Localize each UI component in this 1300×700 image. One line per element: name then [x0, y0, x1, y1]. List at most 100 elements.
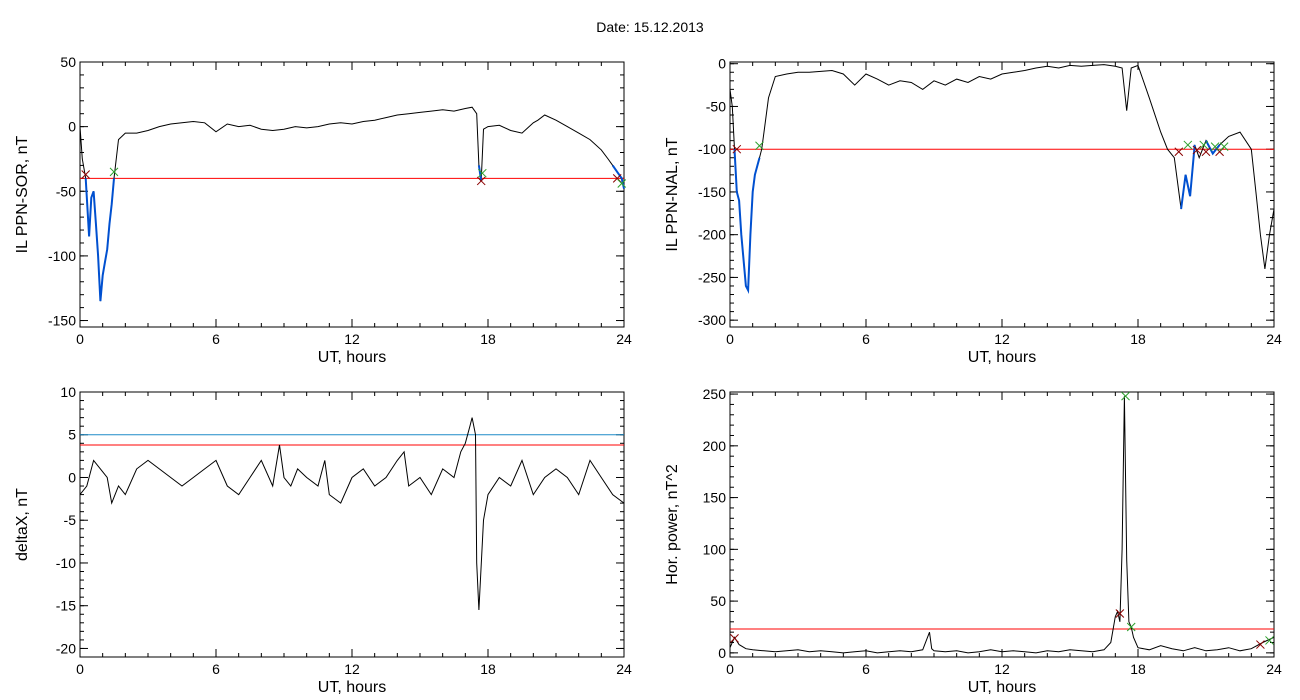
event-start-marker	[1201, 147, 1211, 157]
highlight-segment	[477, 165, 483, 182]
event-start-marker-stroke	[732, 144, 742, 154]
x-tick-label: 0	[76, 661, 84, 677]
x-tick-label: 12	[344, 661, 360, 677]
event-end-marker-stroke	[1183, 140, 1193, 150]
x-tick-label: 18	[480, 661, 496, 677]
y-tick-label: 50	[60, 54, 76, 70]
x-tick-label: 18	[1130, 331, 1146, 347]
event-start-marker-stroke	[81, 170, 91, 179]
x-tick-label: 12	[994, 661, 1010, 677]
event-start-marker	[1256, 640, 1265, 649]
chart-panel-1: 0 6 12 18 24 -150 -100 -50 0 50 UT, hours IL PPN-SO…	[14, 54, 632, 366]
event-start-marker-stroke	[1115, 609, 1125, 618]
event-end-marker-stroke	[755, 141, 764, 151]
event-end-marker	[1219, 142, 1229, 151]
series-line	[729, 396, 1275, 654]
y-tick-label: -100	[48, 248, 76, 264]
event-end-marker-stroke	[477, 168, 487, 178]
event-start-marker	[81, 170, 91, 179]
event-start-marker-stroke	[476, 176, 486, 186]
x-axis-label: UT, hours	[318, 679, 386, 696]
y-tick-label: 0	[68, 119, 76, 135]
y-tick-label: -200	[698, 227, 726, 243]
chart-panel-3: 0 6 12 18 24 -20 -15 -10 -5 0 5 10 UT, hours deltaX, …	[14, 384, 632, 696]
event-end-marker	[1199, 140, 1209, 150]
event-end-marker-stroke	[617, 179, 627, 188]
y-axis-label: IL PPN-NAL, nT	[664, 137, 681, 251]
x-tick-label: 12	[994, 331, 1010, 347]
chart-panel-4: 0 6 12 18 24 0 50 100 150 200 250 UT, hours Hor. pow…	[664, 386, 1282, 696]
event-end-marker	[477, 168, 487, 178]
event-start-marker	[1192, 145, 1202, 155]
series-line	[79, 106, 625, 302]
x-tick-label: 0	[726, 331, 734, 347]
x-tick-label: 0	[76, 331, 84, 347]
event-start-marker-stroke	[1256, 640, 1265, 649]
x-tick-label: 6	[862, 331, 870, 347]
plot-frame	[729, 61, 1275, 328]
date-title: Date: 15.12.2013	[596, 19, 704, 35]
event-start-marker-stroke	[1201, 147, 1211, 157]
event-start-marker-stroke	[1174, 147, 1184, 157]
y-tick-label: 0	[718, 645, 726, 661]
y-tick-label: 100	[703, 541, 727, 557]
plot-frame	[79, 391, 625, 658]
y-tick-label: -300	[698, 312, 726, 328]
y-tick-label: 0	[68, 469, 76, 485]
y-tick-label: -20	[56, 640, 76, 656]
y-tick-label: -150	[698, 184, 726, 200]
x-tick-label: 24	[1266, 331, 1282, 347]
event-end-marker-stroke	[1199, 140, 1209, 150]
series-line	[79, 417, 625, 611]
y-tick-label: -50	[56, 183, 76, 199]
event-start-marker-stroke	[730, 634, 739, 643]
event-end-marker-stroke	[109, 167, 119, 177]
y-tick-label: 150	[703, 490, 727, 506]
event-end-marker	[755, 141, 764, 151]
x-axis-label: UT, hours	[968, 349, 1036, 366]
x-axis-label: UT, hours	[968, 679, 1036, 696]
highlight-segment	[611, 164, 625, 189]
y-tick-label: -50	[706, 98, 726, 114]
event-end-marker-stroke	[1265, 636, 1274, 645]
event-end-marker	[1183, 140, 1193, 150]
plot-frame	[729, 391, 1275, 658]
event-start-marker	[1115, 609, 1125, 618]
event-end-marker	[1265, 636, 1274, 645]
x-tick-label: 12	[344, 331, 360, 347]
x-tick-label: 6	[212, 661, 220, 677]
y-axis-label: IL PPN-SOR, nT	[14, 135, 31, 253]
x-tick-label: 6	[212, 331, 220, 347]
event-end-marker-stroke	[1219, 142, 1229, 151]
y-tick-label: 250	[703, 386, 727, 402]
event-end-marker	[617, 179, 627, 188]
event-start-marker	[730, 634, 739, 643]
y-tick-label: -100	[698, 141, 726, 157]
y-tick-label: 5	[68, 427, 76, 443]
event-end-marker	[1121, 391, 1130, 401]
x-tick-label: 6	[862, 661, 870, 677]
y-tick-label: 10	[60, 384, 76, 400]
y-tick-label: 50	[710, 593, 726, 609]
x-tick-label: 24	[1266, 661, 1282, 677]
event-end-marker-stroke	[1126, 622, 1136, 632]
x-tick-label: 0	[726, 661, 734, 677]
x-tick-label: 24	[616, 661, 632, 677]
event-end-marker-stroke	[1121, 391, 1130, 401]
x-tick-label: 18	[1130, 661, 1146, 677]
event-start-marker	[1174, 147, 1184, 157]
x-axis-label: UT, hours	[318, 349, 386, 366]
event-start-marker-stroke	[612, 173, 622, 183]
plot-frame	[79, 61, 625, 328]
y-tick-label: 0	[718, 56, 726, 72]
y-tick-label: -15	[56, 598, 76, 614]
event-start-marker	[476, 176, 486, 186]
event-end-marker	[1126, 622, 1136, 632]
event-start-marker-stroke	[1192, 145, 1202, 155]
y-axis-label: Hor. power, nT^2	[664, 464, 681, 585]
highlight-segment	[84, 178, 115, 302]
highlight-segment	[1180, 144, 1196, 210]
y-tick-label: -5	[64, 512, 77, 528]
